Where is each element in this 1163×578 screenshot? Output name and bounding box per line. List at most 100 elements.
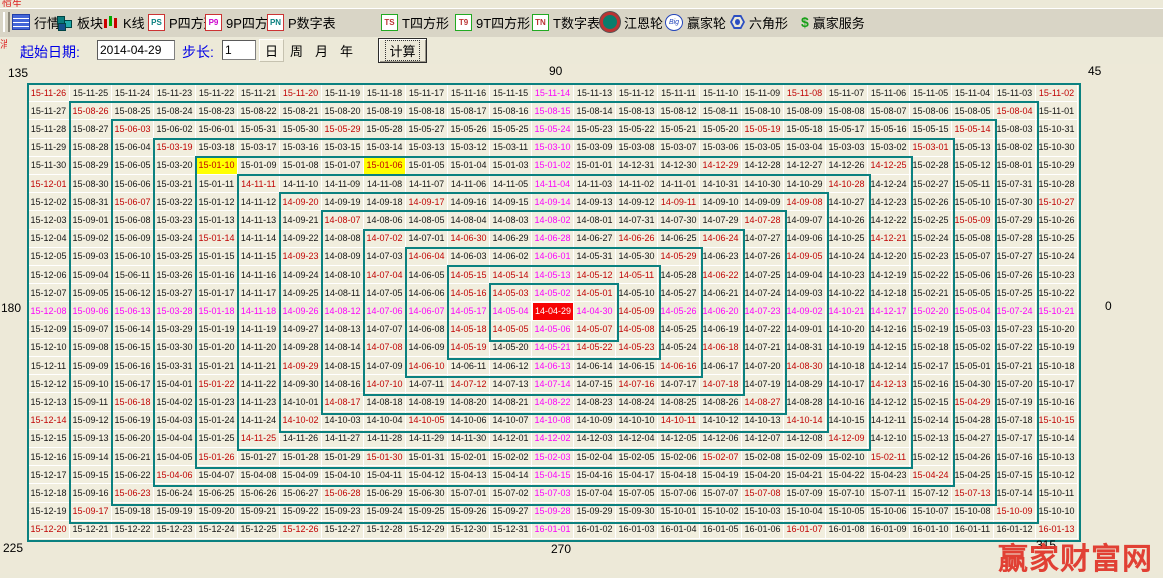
date-cell[interactable]: 15-03-03 (826, 138, 868, 157)
date-cell[interactable]: 15-04-03 (154, 411, 196, 430)
date-cell[interactable]: 15-03-07 (658, 138, 700, 157)
date-cell[interactable]: 15-08-28 (70, 138, 112, 157)
date-cell[interactable]: 14-08-26 (700, 393, 742, 412)
date-cell[interactable]: 15-02-12 (910, 448, 952, 467)
date-cell[interactable]: 15-08-27 (70, 120, 112, 139)
date-cell[interactable]: 14-10-04 (364, 411, 406, 430)
date-cell[interactable]: 14-12-04 (616, 429, 658, 448)
date-cell[interactable]: 14-11-21 (238, 357, 280, 376)
date-cell[interactable]: 14-09-03 (784, 284, 826, 303)
date-cell[interactable]: 15-02-23 (910, 247, 952, 266)
date-cell[interactable]: 14-08-15 (322, 357, 364, 376)
date-cell[interactable]: 15-05-27 (406, 120, 448, 139)
date-cell[interactable]: 14-08-19 (406, 393, 448, 412)
date-cell[interactable]: 14-09-10 (700, 193, 742, 212)
date-cell[interactable]: 15-04-06 (154, 466, 196, 485)
date-cell[interactable]: 15-09-18 (112, 502, 154, 521)
date-cell[interactable]: 15-01-16 (196, 266, 238, 285)
date-cell[interactable]: 15-03-28 (154, 302, 196, 321)
date-cell[interactable]: 16-01-02 (574, 520, 616, 539)
date-cell[interactable]: 15-08-08 (826, 102, 868, 121)
date-cell[interactable]: 15-02-08 (742, 448, 784, 467)
date-cell[interactable]: 15-08-12 (658, 102, 700, 121)
date-cell[interactable]: 14-07-04 (364, 266, 406, 285)
date-cell[interactable]: 16-01-09 (868, 520, 910, 539)
date-cell[interactable]: 15-12-07 (28, 284, 70, 303)
date-cell[interactable]: 15-09-27 (490, 502, 532, 521)
date-cell[interactable]: 14-11-05 (490, 175, 532, 194)
date-cell[interactable]: 15-11-24 (112, 84, 154, 103)
date-cell[interactable]: 15-06-08 (112, 211, 154, 230)
date-cell[interactable]: 15-11-02 (1036, 84, 1078, 103)
date-cell[interactable]: 14-05-20 (490, 338, 532, 357)
date-cell[interactable]: 15-06-21 (112, 448, 154, 467)
date-cell[interactable]: 15-09-23 (322, 502, 364, 521)
date-cell[interactable]: 14-09-26 (280, 302, 322, 321)
date-cell[interactable]: 15-05-11 (952, 175, 994, 194)
date-cell[interactable]: 15-09-28 (532, 502, 574, 521)
date-cell[interactable]: 15-12-22 (112, 520, 154, 539)
date-cell[interactable]: 15-05-23 (574, 120, 616, 139)
date-cell[interactable]: 14-11-06 (448, 175, 490, 194)
date-cell[interactable]: 14-09-16 (448, 193, 490, 212)
date-cell[interactable]: 14-06-20 (700, 302, 742, 321)
date-cell[interactable]: 15-02-03 (532, 448, 574, 467)
date-cell[interactable]: 15-11-11 (658, 84, 700, 103)
date-cell[interactable]: 15-08-02 (994, 138, 1036, 157)
date-cell[interactable]: 15-04-22 (826, 466, 868, 485)
date-cell[interactable]: 14-09-11 (658, 193, 700, 212)
date-cell[interactable]: 15-06-28 (322, 484, 364, 503)
date-cell[interactable]: 14-08-23 (574, 393, 616, 412)
date-cell[interactable]: 15-07-31 (994, 175, 1036, 194)
date-cell[interactable]: 15-06-26 (238, 484, 280, 503)
date-cell[interactable]: 15-07-05 (616, 484, 658, 503)
date-cell[interactable]: 15-04-10 (322, 466, 364, 485)
date-cell[interactable]: 15-10-29 (1036, 156, 1078, 175)
date-cell[interactable]: 14-09-15 (490, 193, 532, 212)
date-cell[interactable]: 15-08-19 (364, 102, 406, 121)
date-cell[interactable]: 15-06-12 (112, 284, 154, 303)
date-cell[interactable]: 15-08-09 (784, 102, 826, 121)
date-cell[interactable]: 14-10-27 (826, 193, 868, 212)
date-cell[interactable]: 15-02-14 (910, 411, 952, 430)
date-cell[interactable]: 14-05-12 (574, 266, 616, 285)
date-cell[interactable]: 15-05-06 (952, 266, 994, 285)
date-cell[interactable]: 15-11-06 (868, 84, 910, 103)
date-cell[interactable]: 14-10-15 (826, 411, 868, 430)
date-cell[interactable]: 15-01-17 (196, 284, 238, 303)
date-cell[interactable]: 14-12-10 (868, 429, 910, 448)
date-cell[interactable]: 14-09-05 (784, 247, 826, 266)
date-cell[interactable]: 14-10-19 (826, 338, 868, 357)
date-cell[interactable]: 15-11-14 (532, 84, 574, 103)
date-cell[interactable]: 14-10-26 (826, 211, 868, 230)
date-cell[interactable]: 15-03-05 (742, 138, 784, 157)
date-cell[interactable]: 14-05-11 (616, 266, 658, 285)
date-cell[interactable]: 14-07-05 (364, 284, 406, 303)
date-cell[interactable]: 15-01-06 (364, 156, 406, 175)
date-cell[interactable]: 14-10-10 (616, 411, 658, 430)
date-cell[interactable]: 14-06-29 (490, 229, 532, 248)
date-cell[interactable]: 15-02-11 (868, 448, 910, 467)
date-cell[interactable]: 15-10-26 (1036, 211, 1078, 230)
date-cell[interactable]: 15-04-11 (364, 466, 406, 485)
date-cell[interactable]: 14-08-05 (406, 211, 448, 230)
date-cell[interactable]: 14-12-28 (742, 156, 784, 175)
date-cell[interactable]: 15-05-20 (700, 120, 742, 139)
date-cell[interactable]: 15-07-26 (994, 266, 1036, 285)
date-cell[interactable]: 14-06-11 (448, 357, 490, 376)
date-cell[interactable]: 14-07-20 (742, 357, 784, 376)
date-cell[interactable]: 14-08-27 (742, 393, 784, 412)
date-cell[interactable]: 15-11-18 (364, 84, 406, 103)
date-cell[interactable]: 15-12-24 (196, 520, 238, 539)
date-cell[interactable]: 15-12-19 (28, 502, 70, 521)
date-cell[interactable]: 16-01-05 (700, 520, 742, 539)
date-cell[interactable]: 15-01-31 (406, 448, 448, 467)
date-cell[interactable]: 15-06-16 (112, 357, 154, 376)
date-cell[interactable]: 14-08-24 (616, 393, 658, 412)
date-cell[interactable]: 15-01-10 (196, 156, 238, 175)
date-cell[interactable]: 14-07-31 (616, 211, 658, 230)
date-cell[interactable]: 14-10-03 (322, 411, 364, 430)
date-cell[interactable]: 15-07-28 (994, 229, 1036, 248)
date-cell[interactable]: 15-08-22 (238, 102, 280, 121)
date-cell[interactable]: 14-11-01 (658, 175, 700, 194)
